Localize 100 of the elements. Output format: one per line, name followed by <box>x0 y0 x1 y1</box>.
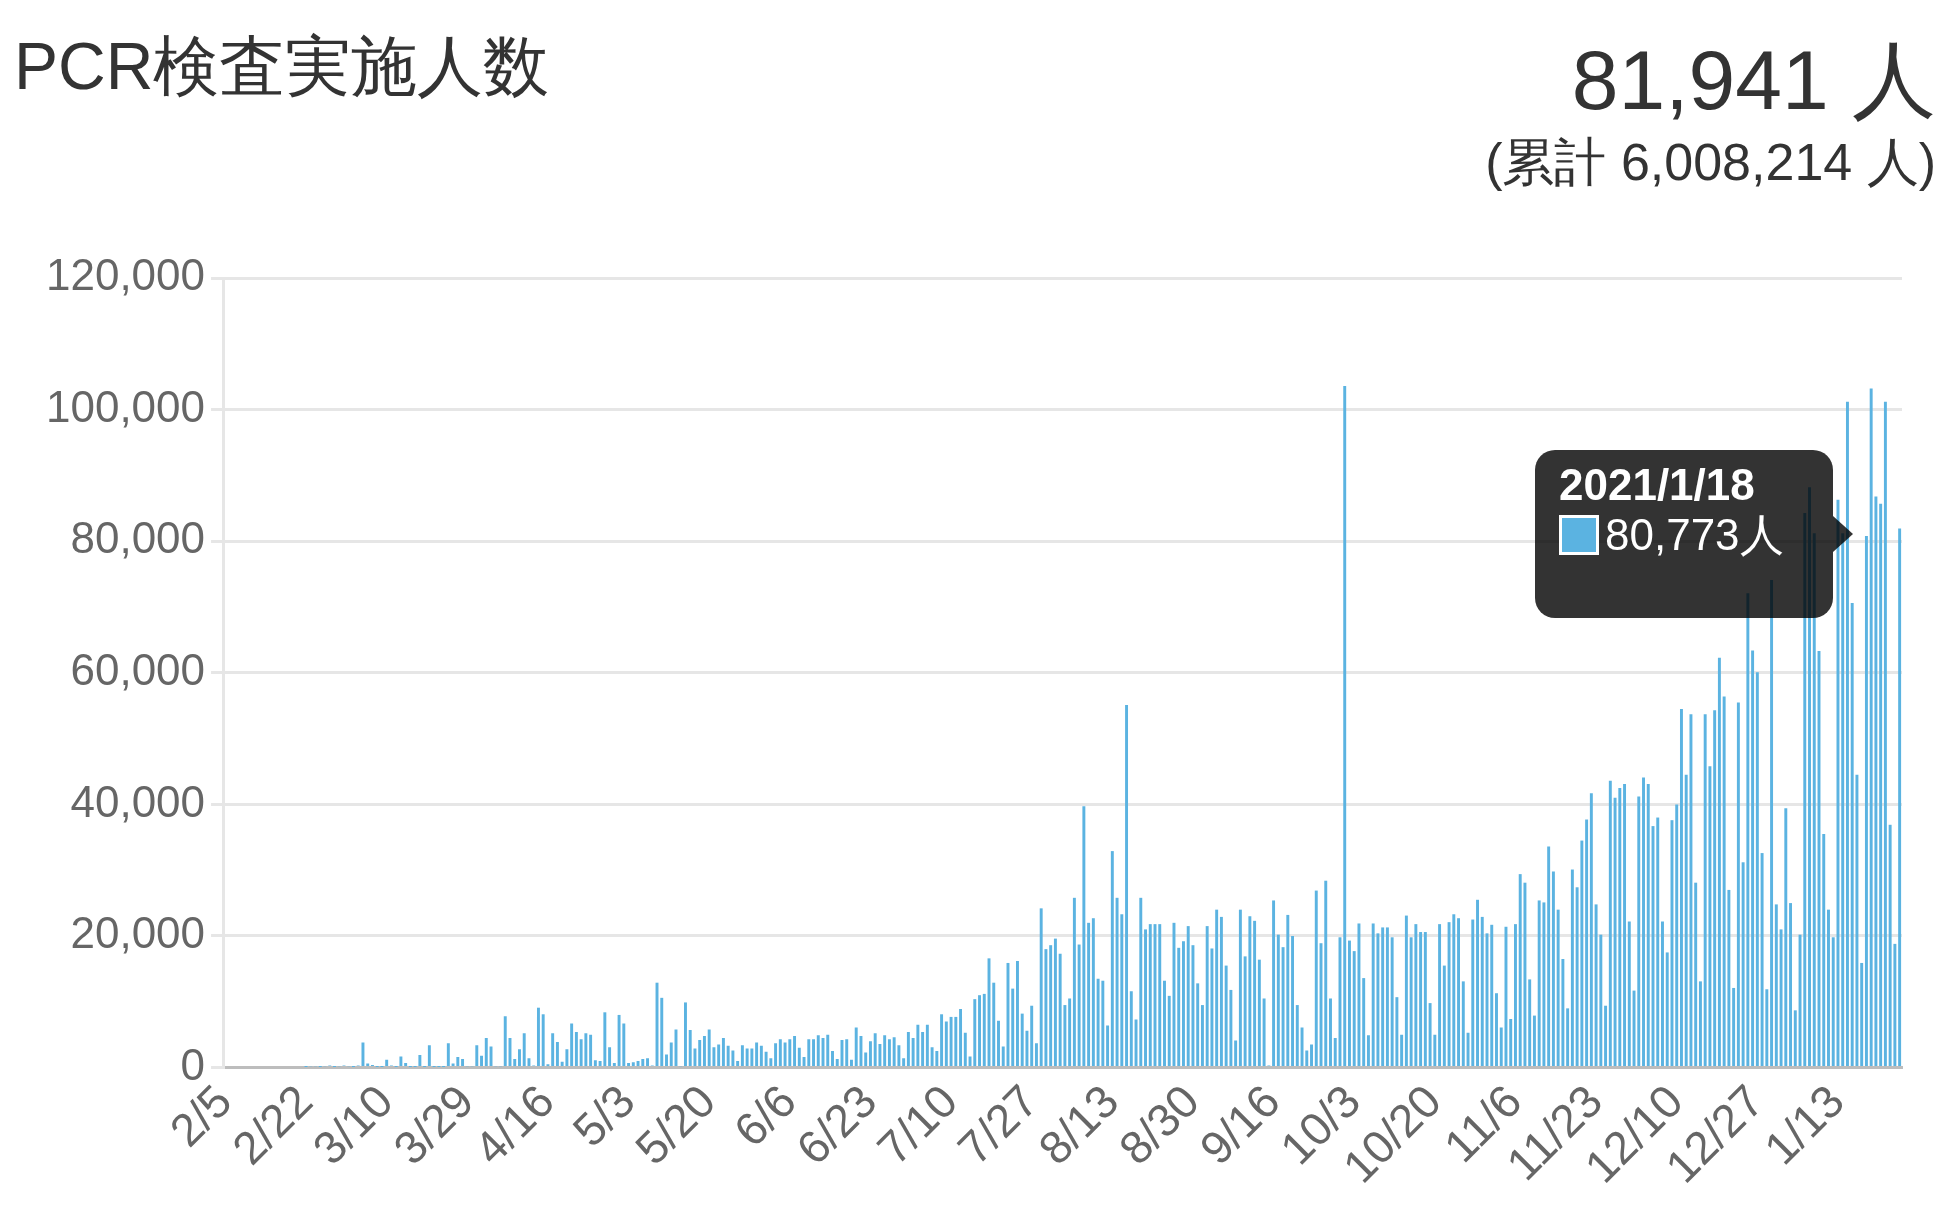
bar <box>826 1034 830 1067</box>
bar <box>1366 1035 1370 1067</box>
bar <box>1499 1027 1503 1067</box>
y-tick-label: 0 <box>180 1039 206 1089</box>
bar <box>1030 1005 1034 1067</box>
bar <box>1238 909 1242 1067</box>
bar <box>1310 1044 1313 1067</box>
bar <box>1253 920 1257 1067</box>
bar <box>1129 991 1133 1067</box>
bar <box>1314 890 1318 1067</box>
bar <box>1480 916 1484 1067</box>
bar <box>925 1024 929 1067</box>
bar <box>721 1037 725 1067</box>
bar <box>1381 927 1385 1067</box>
bar <box>503 1016 507 1067</box>
bar <box>1689 714 1693 1067</box>
bar <box>427 1045 431 1067</box>
bar <box>1182 941 1185 1067</box>
bar <box>1646 783 1650 1067</box>
bar <box>954 1016 958 1067</box>
bar <box>684 1002 687 1067</box>
bar <box>1457 918 1461 1067</box>
bar <box>1219 916 1223 1067</box>
bar <box>797 1047 801 1067</box>
bar <box>608 1047 612 1067</box>
bar <box>887 1039 891 1067</box>
bar <box>1722 696 1726 1067</box>
bar <box>1679 708 1683 1067</box>
bar <box>1082 806 1086 1067</box>
bar <box>778 1039 782 1067</box>
bar <box>589 1034 593 1067</box>
bar <box>1703 714 1707 1067</box>
bar <box>660 997 664 1067</box>
bar <box>646 1058 649 1067</box>
bar <box>1020 1013 1024 1067</box>
y-tick-label: 120,000 <box>45 250 206 300</box>
bar <box>816 1035 820 1067</box>
bar <box>1295 1005 1299 1067</box>
chart-title: PCR検査実施人数 <box>14 28 550 105</box>
bar <box>1011 988 1015 1067</box>
bar <box>1442 965 1446 1067</box>
bar <box>1234 1040 1238 1067</box>
bar <box>726 1045 730 1067</box>
bar <box>949 1016 953 1067</box>
bar <box>1656 817 1660 1067</box>
bar <box>1495 993 1498 1067</box>
bar <box>1713 710 1717 1067</box>
bar <box>1888 824 1892 1067</box>
bar <box>1755 672 1759 1067</box>
bar <box>755 1042 759 1067</box>
bar <box>418 1055 422 1067</box>
bar <box>484 1037 488 1067</box>
bar <box>1822 833 1826 1067</box>
bar <box>1276 934 1280 1067</box>
bar <box>1637 796 1641 1067</box>
bar <box>480 1055 483 1067</box>
bar <box>812 1039 815 1067</box>
bar <box>1333 1037 1337 1067</box>
bar <box>1547 846 1551 1067</box>
bar <box>1627 921 1631 1067</box>
text: (累計 6,008,214 人) <box>1485 132 1936 193</box>
bar <box>1115 897 1119 1067</box>
bar <box>1125 705 1129 1067</box>
bar <box>1400 1034 1404 1067</box>
bar <box>1347 940 1351 1067</box>
bar <box>1490 924 1494 1067</box>
bar <box>1034 1043 1038 1067</box>
bar <box>1831 937 1835 1067</box>
bar <box>702 1035 706 1067</box>
bar <box>1248 916 1252 1067</box>
bar <box>1623 783 1627 1067</box>
bar <box>982 993 986 1067</box>
bar <box>1058 953 1062 1067</box>
bar <box>1589 793 1593 1067</box>
bar <box>565 1049 569 1067</box>
bar <box>892 1037 896 1067</box>
bar <box>570 1023 574 1067</box>
y-tick-label: 20,000 <box>70 908 206 958</box>
bar <box>404 1062 408 1067</box>
bar <box>1789 903 1793 1067</box>
bar <box>1898 528 1902 1067</box>
bar <box>1068 998 1072 1067</box>
bar <box>1362 978 1366 1067</box>
bar <box>1177 947 1181 1067</box>
bar <box>1404 915 1408 1067</box>
bar <box>1423 932 1427 1067</box>
bar <box>1665 952 1669 1067</box>
bar <box>1110 851 1114 1067</box>
bar <box>1072 897 1076 1067</box>
bar <box>1167 995 1171 1067</box>
bar <box>1580 840 1584 1067</box>
bar <box>522 1033 526 1067</box>
bar <box>1471 919 1475 1067</box>
bar <box>698 1039 702 1067</box>
bar <box>1551 871 1555 1067</box>
bar <box>1200 1005 1204 1067</box>
bar <box>935 1051 939 1067</box>
bar <box>973 999 977 1067</box>
bar <box>1053 938 1057 1067</box>
bar <box>1101 980 1105 1067</box>
